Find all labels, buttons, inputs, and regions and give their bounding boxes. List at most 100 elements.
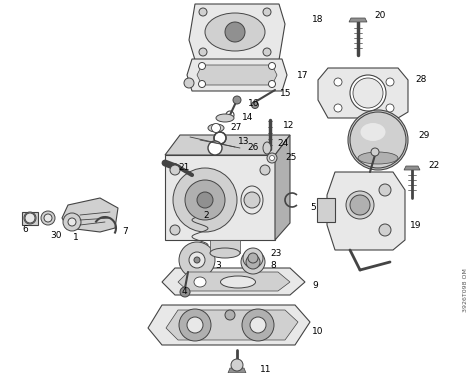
- Circle shape: [371, 148, 379, 156]
- Circle shape: [386, 104, 394, 112]
- Circle shape: [185, 180, 225, 220]
- Circle shape: [63, 213, 81, 231]
- Text: 18: 18: [312, 16, 323, 25]
- Ellipse shape: [208, 124, 224, 132]
- Circle shape: [199, 48, 207, 56]
- Polygon shape: [178, 272, 290, 291]
- Text: 17: 17: [297, 72, 309, 81]
- Circle shape: [246, 255, 260, 269]
- Text: 26: 26: [247, 142, 258, 151]
- Text: 22: 22: [428, 162, 439, 170]
- Circle shape: [199, 81, 206, 88]
- Text: 25: 25: [285, 153, 296, 162]
- Polygon shape: [404, 166, 420, 170]
- Circle shape: [187, 317, 203, 333]
- Circle shape: [25, 213, 35, 223]
- Ellipse shape: [41, 211, 55, 225]
- Text: 16: 16: [248, 98, 259, 107]
- Text: 2: 2: [203, 210, 209, 219]
- Circle shape: [170, 165, 180, 175]
- Circle shape: [386, 78, 394, 86]
- Polygon shape: [22, 212, 38, 225]
- Circle shape: [350, 195, 370, 215]
- Ellipse shape: [24, 212, 36, 224]
- Circle shape: [263, 8, 271, 16]
- Circle shape: [194, 257, 200, 263]
- Circle shape: [244, 192, 260, 208]
- Circle shape: [334, 78, 342, 86]
- Circle shape: [243, 248, 263, 268]
- Text: 12: 12: [283, 120, 294, 129]
- Text: 3: 3: [215, 260, 221, 270]
- Circle shape: [350, 75, 386, 111]
- Circle shape: [199, 8, 207, 16]
- Polygon shape: [317, 198, 335, 222]
- Polygon shape: [228, 368, 246, 373]
- Circle shape: [248, 253, 258, 263]
- Ellipse shape: [361, 123, 385, 141]
- Text: 20: 20: [374, 12, 385, 21]
- Circle shape: [170, 225, 180, 235]
- Polygon shape: [349, 18, 367, 22]
- Circle shape: [268, 63, 275, 69]
- Circle shape: [242, 309, 274, 341]
- Circle shape: [334, 104, 342, 112]
- Ellipse shape: [205, 13, 265, 51]
- Text: 21: 21: [178, 163, 190, 172]
- Polygon shape: [189, 4, 285, 60]
- Ellipse shape: [346, 191, 374, 219]
- Text: 13: 13: [238, 138, 249, 147]
- Circle shape: [233, 96, 241, 104]
- Ellipse shape: [44, 214, 52, 222]
- Circle shape: [267, 153, 277, 163]
- Text: 7: 7: [122, 228, 128, 236]
- Circle shape: [379, 224, 391, 236]
- Circle shape: [179, 242, 215, 278]
- Circle shape: [189, 252, 205, 268]
- Polygon shape: [210, 240, 240, 253]
- Text: 3926T098 OM: 3926T098 OM: [464, 268, 468, 312]
- Ellipse shape: [358, 152, 398, 164]
- Text: 19: 19: [410, 220, 421, 229]
- Circle shape: [268, 81, 275, 88]
- Circle shape: [214, 132, 226, 144]
- Text: 10: 10: [312, 327, 323, 336]
- Circle shape: [211, 123, 220, 132]
- Ellipse shape: [210, 248, 240, 258]
- Circle shape: [68, 218, 76, 226]
- Text: 29: 29: [418, 131, 429, 140]
- Polygon shape: [275, 135, 290, 240]
- Text: 15: 15: [280, 88, 292, 97]
- Circle shape: [225, 310, 235, 320]
- Polygon shape: [165, 155, 275, 240]
- Circle shape: [184, 78, 194, 88]
- Text: 8: 8: [270, 260, 276, 270]
- Text: 24: 24: [277, 138, 288, 147]
- Ellipse shape: [216, 114, 234, 122]
- Polygon shape: [197, 65, 277, 85]
- Polygon shape: [166, 310, 298, 340]
- Text: 4: 4: [182, 288, 188, 297]
- Text: 11: 11: [260, 366, 272, 373]
- Text: 27: 27: [230, 123, 241, 132]
- Circle shape: [263, 48, 271, 56]
- Circle shape: [173, 168, 237, 232]
- Circle shape: [353, 78, 383, 108]
- Polygon shape: [318, 68, 408, 118]
- Text: 1: 1: [73, 233, 79, 242]
- Circle shape: [199, 63, 206, 69]
- Circle shape: [252, 101, 258, 109]
- Text: 30: 30: [50, 231, 62, 239]
- Polygon shape: [327, 172, 405, 250]
- Circle shape: [250, 317, 266, 333]
- Circle shape: [260, 165, 270, 175]
- Text: 9: 9: [312, 280, 318, 289]
- Ellipse shape: [263, 142, 271, 154]
- Circle shape: [348, 110, 408, 170]
- Circle shape: [208, 141, 222, 155]
- Polygon shape: [187, 59, 287, 91]
- Circle shape: [225, 22, 245, 42]
- Polygon shape: [148, 305, 310, 345]
- Circle shape: [241, 250, 265, 274]
- Ellipse shape: [220, 276, 255, 288]
